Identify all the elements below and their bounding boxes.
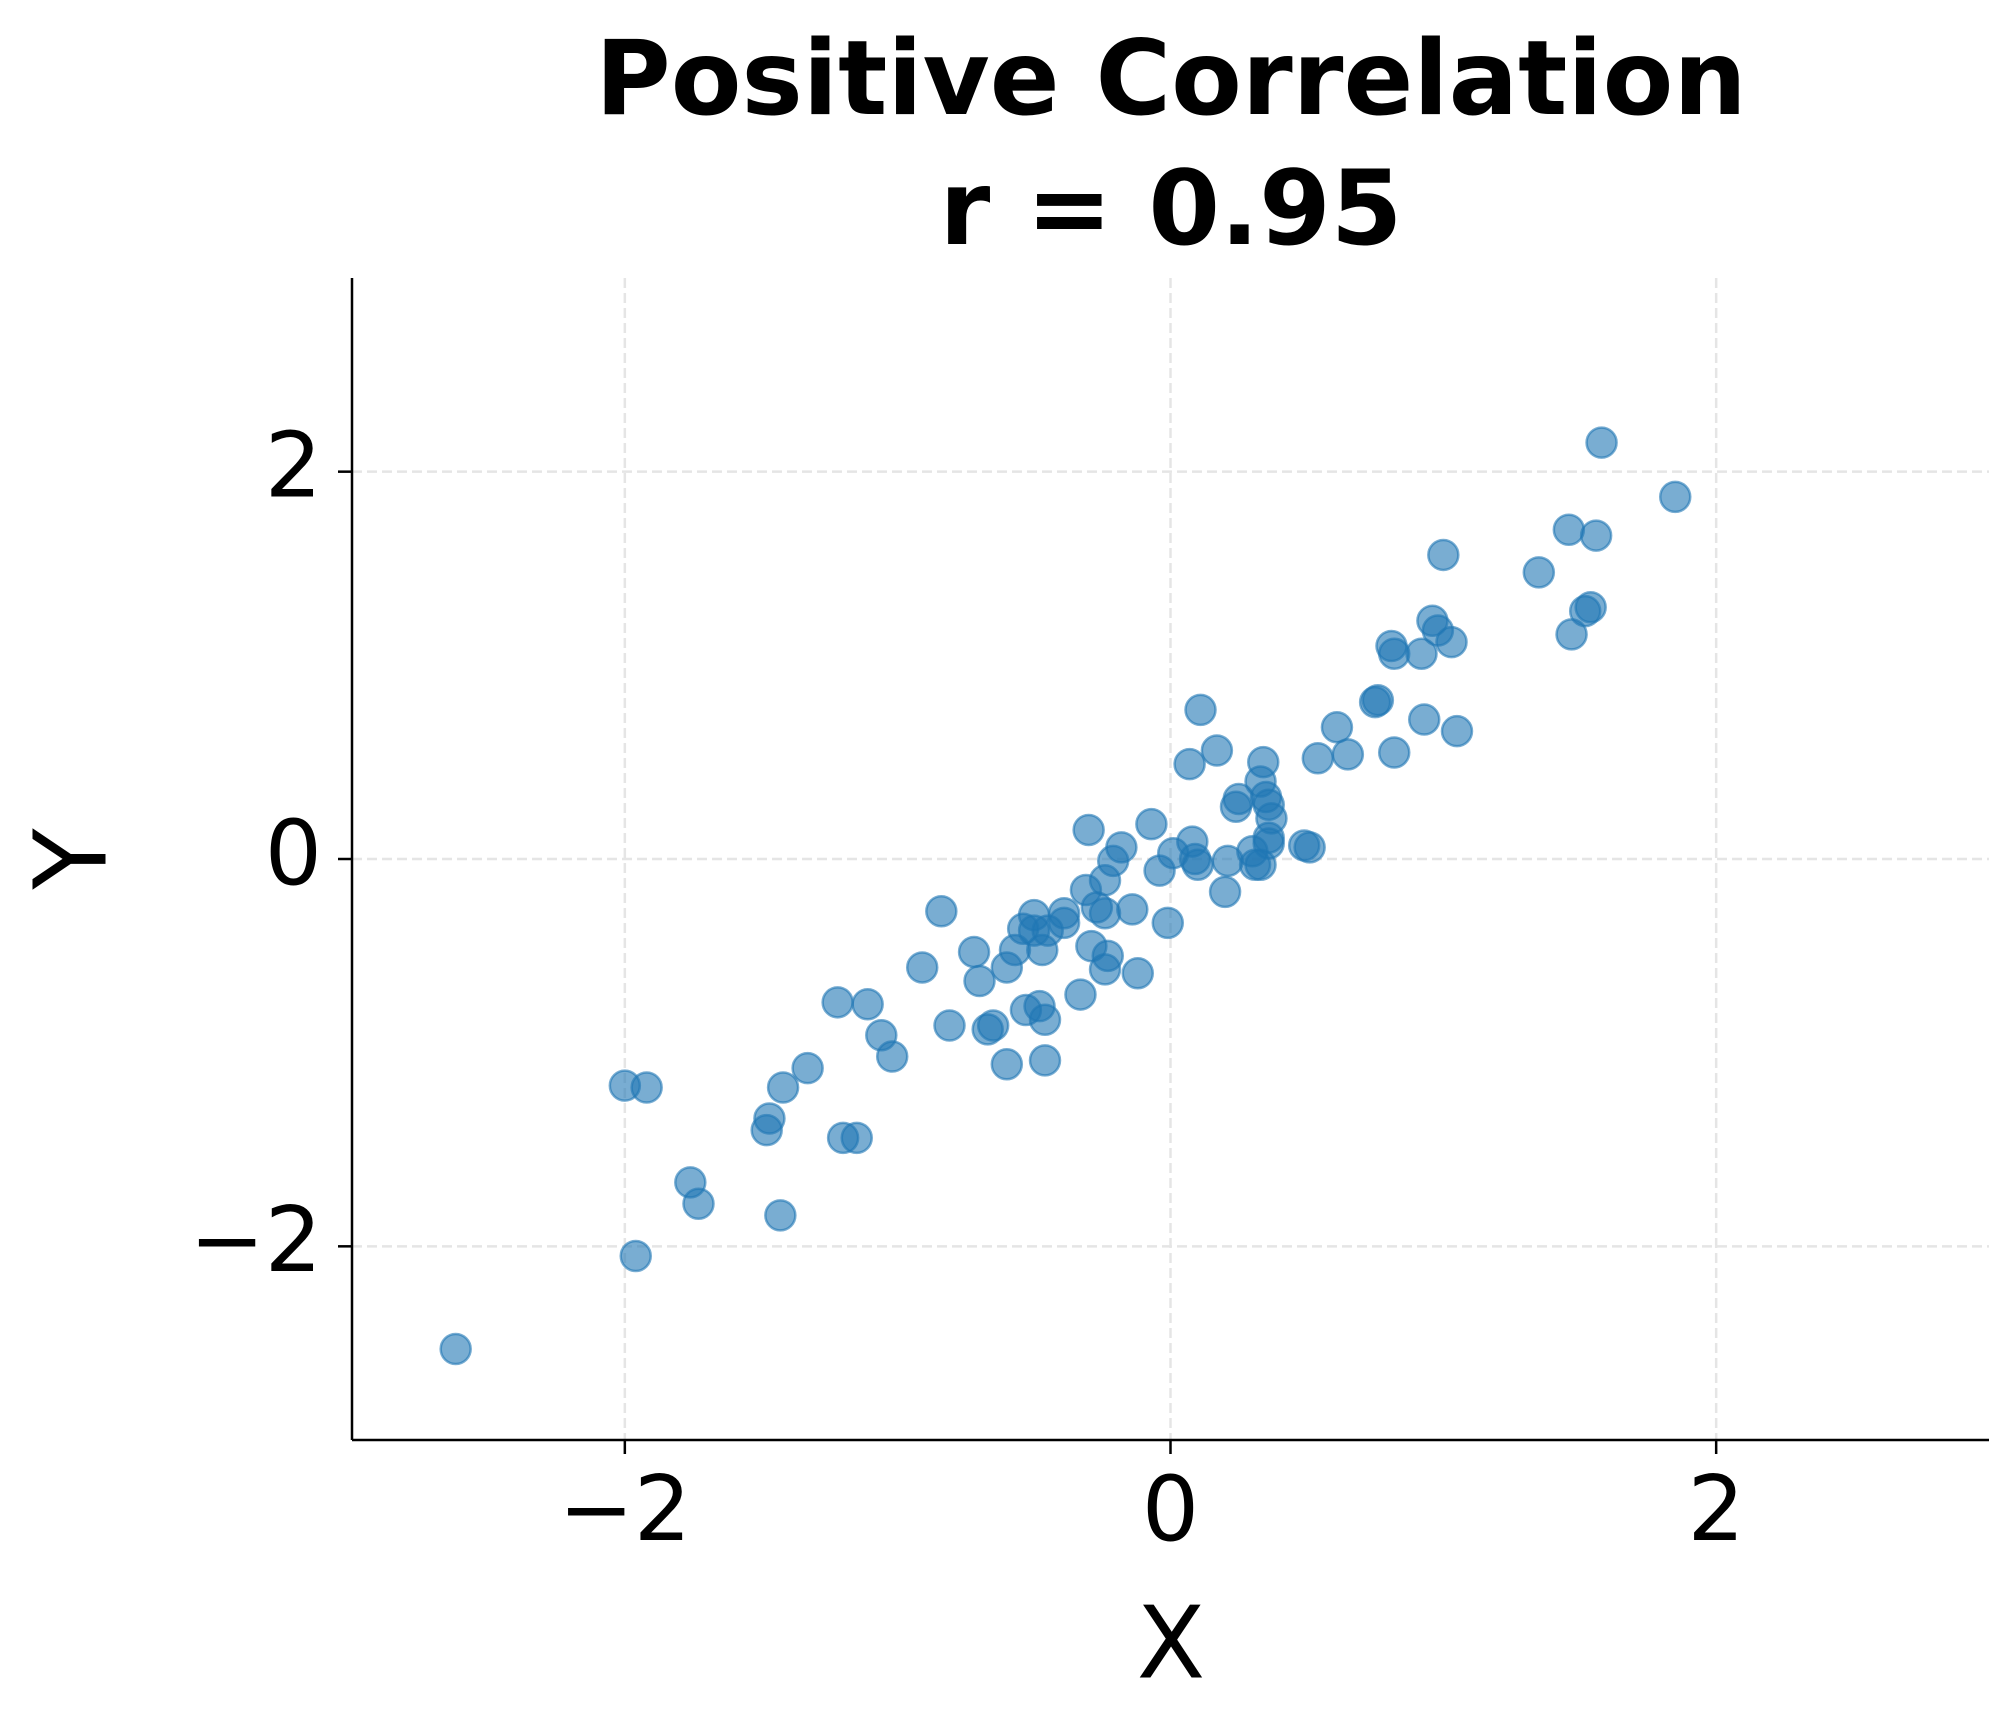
point xyxy=(1028,1044,1062,1077)
point xyxy=(753,1102,786,1135)
point xyxy=(1585,426,1618,459)
point xyxy=(1184,693,1217,727)
point xyxy=(1331,738,1365,771)
point xyxy=(1377,637,1411,670)
point xyxy=(1064,978,1097,1011)
point xyxy=(1320,711,1354,744)
point xyxy=(963,964,996,998)
chart-title: Positive Correlation r = 0.95 xyxy=(595,19,1747,269)
x-tick-label: −2 xyxy=(558,1457,691,1562)
x-tick-label: 0 xyxy=(1142,1457,1199,1562)
point xyxy=(821,986,854,1019)
point xyxy=(1301,742,1335,775)
x-axis-label: X xyxy=(1137,1584,1206,1701)
point xyxy=(933,1009,966,1042)
point xyxy=(1135,807,1168,841)
point xyxy=(1440,714,1474,748)
point xyxy=(1522,556,1556,589)
point xyxy=(1028,1003,1062,1036)
point xyxy=(1405,637,1438,670)
point xyxy=(1151,906,1185,940)
point xyxy=(764,1199,797,1232)
point xyxy=(791,1051,824,1085)
point xyxy=(619,1239,652,1273)
point xyxy=(840,1121,873,1155)
point xyxy=(1181,848,1215,882)
point xyxy=(1407,703,1441,736)
point xyxy=(1247,745,1280,779)
point xyxy=(1293,831,1326,864)
point xyxy=(1121,957,1155,990)
point xyxy=(1200,734,1234,767)
point xyxy=(1435,625,1468,659)
point xyxy=(1255,802,1288,835)
point xyxy=(851,988,884,1021)
point xyxy=(925,895,958,928)
point xyxy=(1105,831,1138,864)
point xyxy=(630,1071,663,1104)
y-tick-label: 0 xyxy=(265,801,322,906)
point xyxy=(1091,939,1124,973)
point xyxy=(1361,683,1395,717)
point xyxy=(439,1332,472,1366)
y-tick-label: 2 xyxy=(265,414,322,519)
point xyxy=(1072,813,1105,847)
point xyxy=(1427,538,1460,572)
point xyxy=(1047,906,1081,940)
point xyxy=(1377,736,1411,769)
point xyxy=(957,935,991,969)
point xyxy=(1552,513,1586,547)
point xyxy=(1116,893,1149,926)
point xyxy=(1173,747,1206,781)
point xyxy=(682,1187,715,1220)
point xyxy=(875,1040,909,1073)
point xyxy=(766,1071,800,1104)
point xyxy=(1088,896,1122,930)
y-axis-label: Y xyxy=(12,828,129,891)
point xyxy=(1658,480,1692,514)
point xyxy=(1208,875,1242,909)
y-tick-label: −2 xyxy=(189,1188,322,1293)
point xyxy=(1574,590,1607,624)
point xyxy=(1579,519,1613,552)
point xyxy=(990,1048,1024,1081)
point xyxy=(976,1009,1010,1042)
x-tick-label: 2 xyxy=(1688,1457,1745,1562)
point xyxy=(905,951,939,984)
